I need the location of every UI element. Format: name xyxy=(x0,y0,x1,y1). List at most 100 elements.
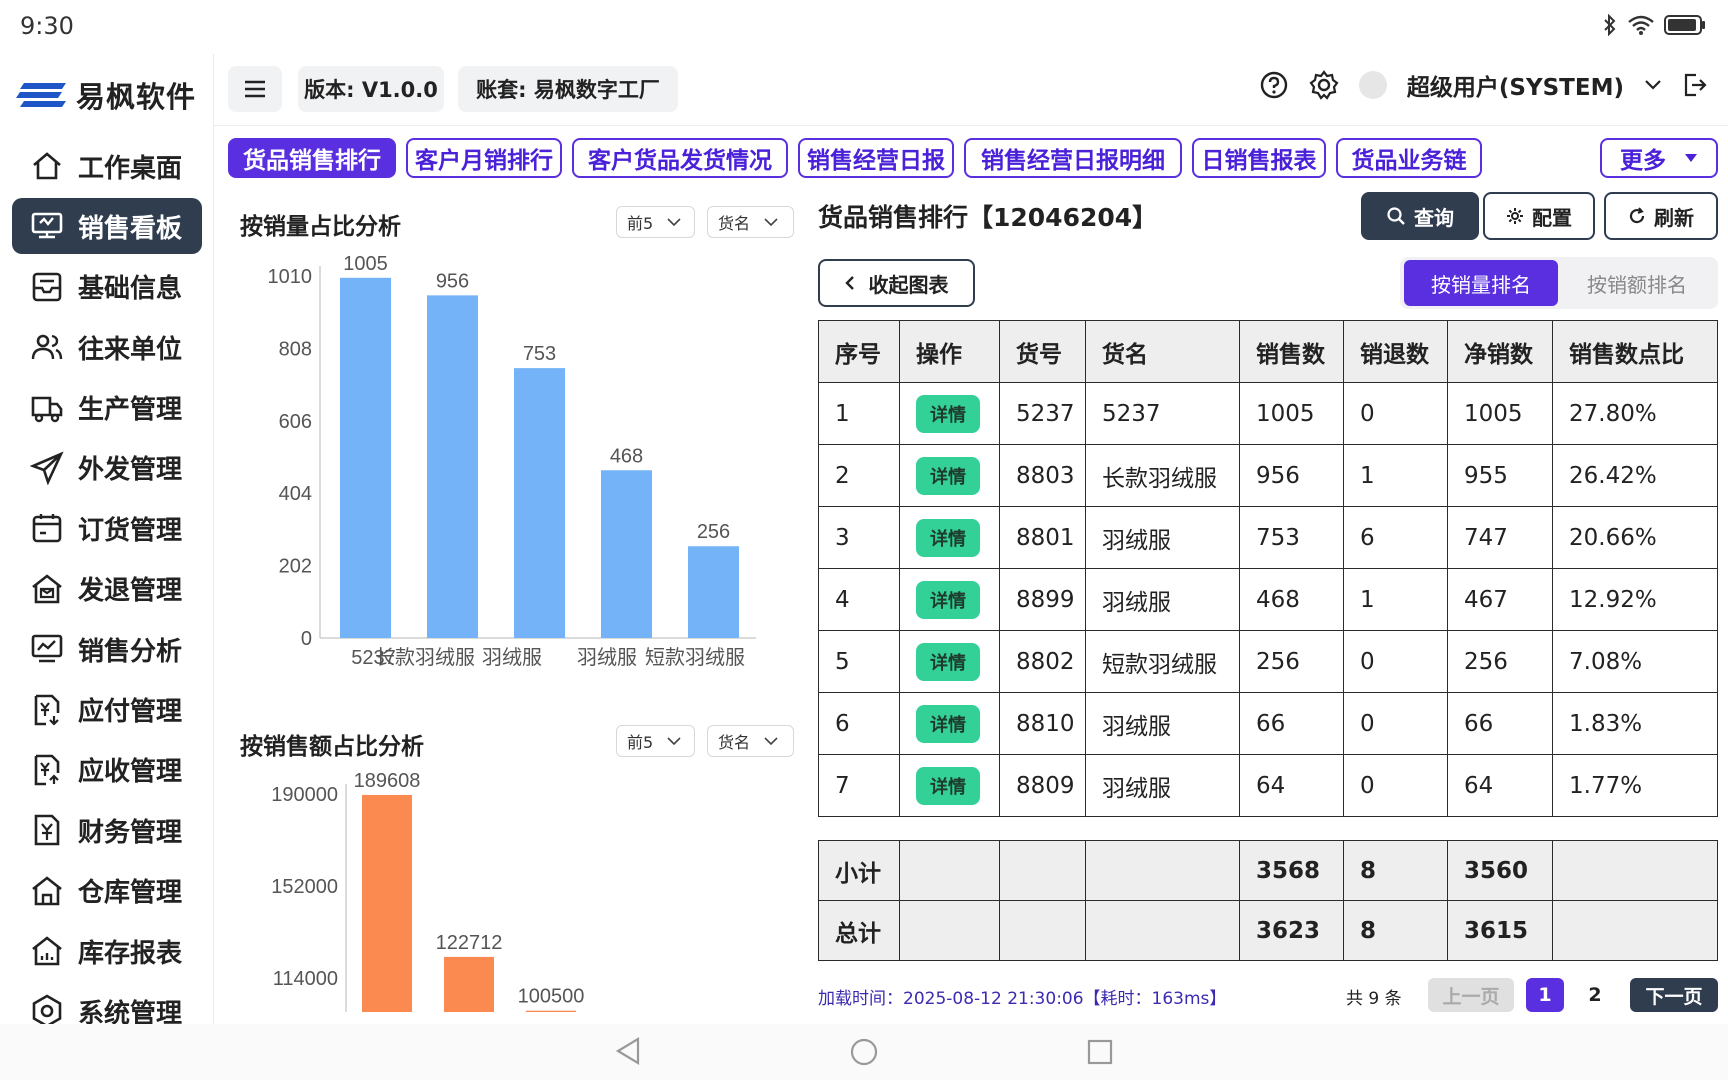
gear-icon xyxy=(1507,208,1523,224)
tab-product-chain[interactable]: 货品业务链 xyxy=(1336,138,1482,178)
cell-index: 3 xyxy=(818,506,900,569)
sidebar-item-5[interactable]: 外发管理 xyxy=(12,440,202,496)
settings-icon[interactable] xyxy=(1309,70,1339,100)
refresh-button[interactable]: 刷新 xyxy=(1604,192,1718,240)
table-row[interactable]: 3 详情 8801 羽绒服 753 6 747 20.66% xyxy=(818,506,1718,569)
table-row[interactable]: 4 详情 8899 羽绒服 468 1 467 12.92% xyxy=(818,568,1718,631)
sidebar-item-6[interactable]: 订货管理 xyxy=(12,500,202,556)
query-button[interactable]: 查询 xyxy=(1361,192,1479,240)
table-row[interactable]: 6 详情 8810 羽绒服 66 0 66 1.83% xyxy=(818,692,1718,755)
cell-net: 1005 xyxy=(1447,382,1553,445)
recents-icon[interactable] xyxy=(1087,1039,1113,1065)
rank-by-amount-tab[interactable]: 按销额排名 xyxy=(1587,272,1687,297)
cell-index: 1 xyxy=(818,382,900,445)
users-icon xyxy=(31,334,63,360)
page-title: 货品销售排行【12046204】 xyxy=(818,203,1158,232)
cell-action: 详情 xyxy=(899,754,1000,817)
amount-field-select[interactable]: 货名 xyxy=(707,725,794,757)
tab-daily-report[interactable]: 销售经营日报 xyxy=(798,138,954,178)
tab-product-sales-rank[interactable]: 货品销售排行 xyxy=(228,138,396,178)
sidebar-item-3[interactable]: 往来单位 xyxy=(12,319,202,375)
sidebar-item-4[interactable]: 生产管理 xyxy=(12,380,202,436)
chevron-down-icon xyxy=(667,217,681,226)
sidebar-item-label: 工作桌面 xyxy=(78,153,183,184)
table-row[interactable]: 2 详情 8803 长款羽绒服 956 1 955 26.42% xyxy=(818,444,1718,507)
more-tabs-button[interactable]: 更多 xyxy=(1600,138,1718,178)
detail-button[interactable]: 详情 xyxy=(916,642,980,681)
sidebar-item-1[interactable]: 销售看板 xyxy=(12,198,202,255)
cell-net: 955 xyxy=(1447,444,1553,507)
page-1-button[interactable]: 1 xyxy=(1526,978,1564,1012)
col-header-index[interactable]: 序号 xyxy=(818,320,900,383)
sidebar-item-label: 库存报表 xyxy=(78,938,183,969)
logout-icon[interactable] xyxy=(1682,72,1708,98)
next-page-button[interactable]: 下一页 xyxy=(1630,978,1718,1012)
total-label: 总计 xyxy=(818,900,900,961)
sidebar-item-12[interactable]: 仓库管理 xyxy=(12,863,202,919)
col-header-ratio[interactable]: 销售数点比 xyxy=(1552,320,1718,383)
sidebar-item-14[interactable]: 系统管理 xyxy=(12,983,202,1039)
user-name[interactable]: 超级用户(SYSTEM) xyxy=(1406,75,1624,101)
chevron-down-icon[interactable] xyxy=(1644,79,1662,91)
cell-net: 256 xyxy=(1447,630,1553,693)
detail-button[interactable]: 详情 xyxy=(916,518,980,557)
table-row[interactable]: 1 详情 5237 5237 1005 0 1005 27.80% xyxy=(818,382,1718,445)
empty-cell xyxy=(1085,900,1240,961)
prev-page-button[interactable]: 上一页 xyxy=(1428,978,1514,1012)
col-header-code[interactable]: 货号 xyxy=(999,320,1086,383)
page-2-button[interactable]: 2 xyxy=(1588,984,1602,1006)
help-icon[interactable] xyxy=(1259,70,1289,100)
sidebar-item-2[interactable]: 基础信息 xyxy=(12,259,202,315)
sidebar-item-7[interactable]: 发退管理 xyxy=(12,561,202,617)
tab-customer-monthly-rank[interactable]: 客户月销排行 xyxy=(406,138,562,178)
tab-daily-sales[interactable]: 日销售报表 xyxy=(1192,138,1326,178)
cell-index: 6 xyxy=(818,692,900,755)
inbox-icon xyxy=(32,272,62,302)
amount-top-select[interactable]: 前5 xyxy=(616,725,695,757)
col-header-returns[interactable]: 销退数 xyxy=(1343,320,1448,383)
qty-top-select[interactable]: 前5 xyxy=(616,206,695,238)
detail-button[interactable]: 详情 xyxy=(916,766,980,805)
qty-field-select[interactable]: 货名 xyxy=(707,206,794,238)
detail-button[interactable]: 详情 xyxy=(916,394,980,433)
sidebar-item-8[interactable]: 销售分析 xyxy=(12,621,202,677)
home-circle-icon[interactable] xyxy=(849,1037,879,1067)
total-row: 总计 3623 8 3615 xyxy=(818,900,1718,961)
y-tick-label: 190000 xyxy=(271,784,338,806)
rank-by-qty-tab[interactable]: 按销量排名 xyxy=(1404,260,1558,306)
table-row[interactable]: 7 详情 8809 羽绒服 64 0 64 1.77% xyxy=(818,754,1718,817)
sidebar-item-9[interactable]: 应付管理 xyxy=(12,682,202,738)
table-row[interactable]: 5 详情 8802 短款羽绒服 256 0 256 7.08% xyxy=(818,630,1718,693)
tab-daily-report-detail[interactable]: 销售经营日报明细 xyxy=(964,138,1182,178)
cell-code: 8810 xyxy=(999,692,1086,755)
detail-button[interactable]: 详情 xyxy=(916,580,980,619)
detail-button[interactable]: 详情 xyxy=(916,456,980,495)
more-label: 更多 xyxy=(1620,148,1666,174)
cell-name: 羽绒服 xyxy=(1085,692,1240,755)
col-header-name[interactable]: 货名 xyxy=(1085,320,1240,383)
total-net: 3615 xyxy=(1447,900,1553,961)
sidebar-item-10[interactable]: 应收管理 xyxy=(12,742,202,798)
query-label: 查询 xyxy=(1414,205,1454,230)
cell-sales: 64 xyxy=(1239,754,1344,817)
tab-customer-shipment[interactable]: 客户货品发货情况 xyxy=(572,138,788,178)
sidebar: 易枫软件 工作桌面 销售看板 基础信息 往来单位 生产管理 外发管理 订货管理 发退管理 销售分… xyxy=(0,54,214,1029)
avatar[interactable] xyxy=(1358,71,1387,99)
cell-net: 467 xyxy=(1447,568,1553,631)
menu-toggle-button[interactable] xyxy=(228,66,282,112)
col-header-net[interactable]: 净销数 xyxy=(1447,320,1553,383)
account-badge: 账套: 易枫数字工厂 xyxy=(458,66,678,112)
back-icon[interactable] xyxy=(614,1036,642,1066)
sidebar-item-11[interactable]: 财务管理 xyxy=(12,802,202,858)
sidebar-item-0[interactable]: 工作桌面 xyxy=(12,138,202,194)
col-header-sales[interactable]: 销售数 xyxy=(1239,320,1344,383)
detail-button[interactable]: 详情 xyxy=(916,704,980,743)
config-button[interactable]: 配置 xyxy=(1483,192,1595,240)
bar-2 xyxy=(526,1010,576,1012)
col-header-action[interactable]: 操作 xyxy=(899,320,1000,383)
collapse-chart-button[interactable]: 收起图表 xyxy=(818,259,975,307)
amount-field-select-value: 货名 xyxy=(718,733,751,752)
data-label: 1005 xyxy=(343,253,388,275)
empty-cell xyxy=(999,900,1086,961)
sidebar-item-13[interactable]: 库存报表 xyxy=(12,923,202,979)
